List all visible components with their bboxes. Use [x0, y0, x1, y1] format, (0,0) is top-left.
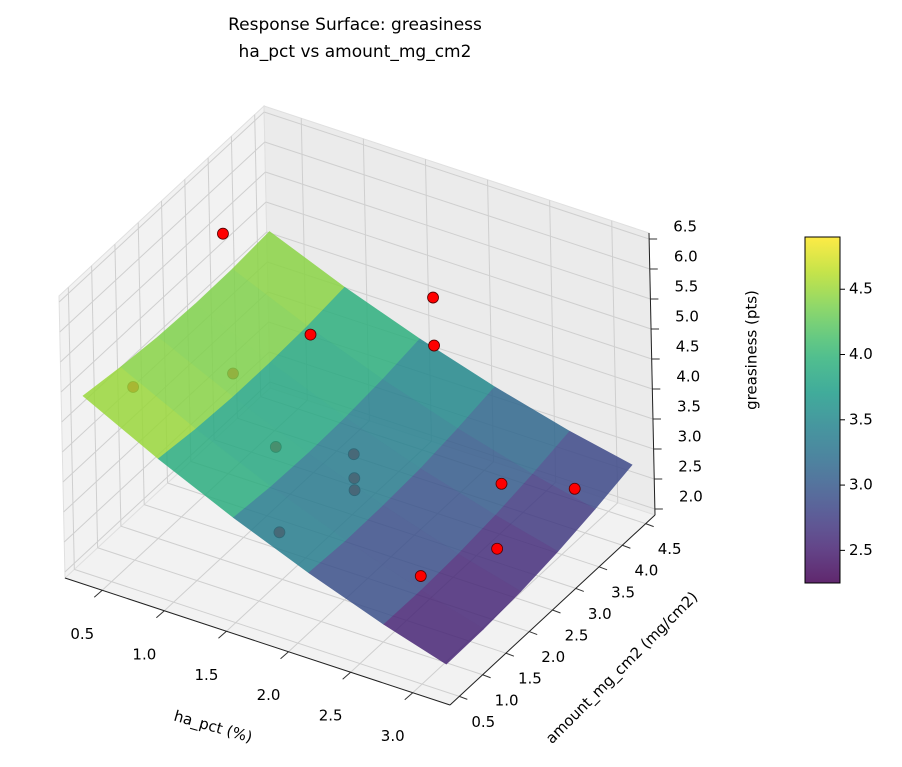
- colorbar-tick-label: 3.0: [849, 476, 873, 494]
- data-point: [304, 328, 317, 341]
- x-tick-label: 3.0: [381, 727, 405, 745]
- grid-line: [60, 171, 266, 363]
- y-tick-label: 2.0: [541, 648, 565, 666]
- axis-line: [449, 514, 656, 706]
- axis-line: [648, 232, 656, 516]
- data-point: [428, 339, 440, 352]
- z-tick-label: 6.0: [674, 248, 698, 266]
- tick-mark: [622, 544, 631, 549]
- y-tick-label: 3.5: [611, 583, 635, 601]
- z-tick-label: 5.0: [675, 308, 699, 326]
- z-tick-label: 2.0: [679, 488, 703, 506]
- colorbar: [804, 236, 841, 584]
- tick-mark: [575, 587, 584, 592]
- tick-mark: [459, 695, 468, 700]
- grid-line: [60, 201, 267, 393]
- tick-mark: [342, 671, 351, 680]
- data-point: [427, 291, 439, 304]
- tick-mark: [645, 523, 654, 528]
- tick-mark: [598, 566, 608, 571]
- tick-mark: [552, 609, 561, 614]
- surface-patch: [383, 590, 485, 665]
- x-tick-label: 1.0: [132, 645, 156, 663]
- data-point: [495, 477, 508, 490]
- tick-mark: [93, 589, 103, 598]
- chart-subtitle: ha_pct vs amount_mg_cm2: [239, 42, 472, 62]
- z-tick-label: 3.0: [678, 428, 702, 446]
- tick-mark: [156, 610, 165, 619]
- axis-line: [64, 577, 451, 706]
- grid-line: [59, 141, 266, 333]
- y-tick-label: 2.5: [565, 627, 589, 645]
- chart-title: Response Surface: greasiness: [228, 15, 482, 35]
- grid-line: [264, 141, 650, 270]
- x-axis-label: ha_pct (%): [172, 707, 255, 747]
- tick-mark: [404, 692, 414, 701]
- grid-line: [265, 171, 651, 300]
- tick-mark: [505, 652, 515, 657]
- z-axis-label: greasiness (pts): [743, 290, 761, 410]
- grid-line: [67, 287, 75, 570]
- tick-mark: [280, 651, 289, 660]
- y-tick-label: 0.5: [471, 713, 495, 731]
- surface: [82, 231, 633, 665]
- data-point: [491, 542, 504, 555]
- data-point: [217, 227, 229, 240]
- colorbar-tick-label: 2.5: [849, 541, 873, 559]
- grid-line: [97, 547, 483, 676]
- grid-line: [265, 201, 652, 330]
- x-tick-label: 2.5: [319, 707, 343, 725]
- colorbar-tick-label: 4.0: [849, 345, 873, 363]
- x-tick-label: 1.5: [195, 666, 219, 684]
- y-axis-label: amount_mg_cm2 (mg/cm2): [542, 588, 702, 748]
- colorbar-tick-label: 4.5: [849, 280, 873, 298]
- x-tick-label: 2.0: [257, 686, 281, 704]
- tick-mark: [218, 630, 227, 639]
- z-tick-label: 6.5: [673, 218, 697, 236]
- y-tick-label: 4.5: [658, 540, 682, 558]
- tick-mark: [529, 631, 538, 636]
- y-tick-label: 1.0: [495, 691, 519, 709]
- colorbar-tick-label: 3.5: [849, 410, 873, 428]
- data-point: [414, 570, 427, 582]
- z-tick-label: 5.5: [674, 278, 698, 296]
- z-tick-label: 2.5: [678, 458, 702, 476]
- tick-mark: [482, 674, 491, 679]
- y-tick-label: 3.0: [588, 605, 612, 623]
- grid-line: [266, 231, 652, 360]
- grid-line: [611, 220, 619, 503]
- grid-line: [58, 111, 265, 303]
- x-tick-label: 0.5: [70, 625, 94, 643]
- y-tick-label: 1.5: [518, 670, 542, 688]
- y-tick-label: 4.0: [634, 562, 658, 580]
- z-tick-label: 4.0: [676, 368, 700, 386]
- grid-line: [263, 111, 650, 240]
- grid-line: [91, 265, 99, 548]
- z-tick-label: 3.5: [677, 398, 701, 416]
- data-point: [568, 482, 581, 495]
- z-tick-label: 4.5: [676, 338, 700, 356]
- grid-line: [74, 568, 460, 697]
